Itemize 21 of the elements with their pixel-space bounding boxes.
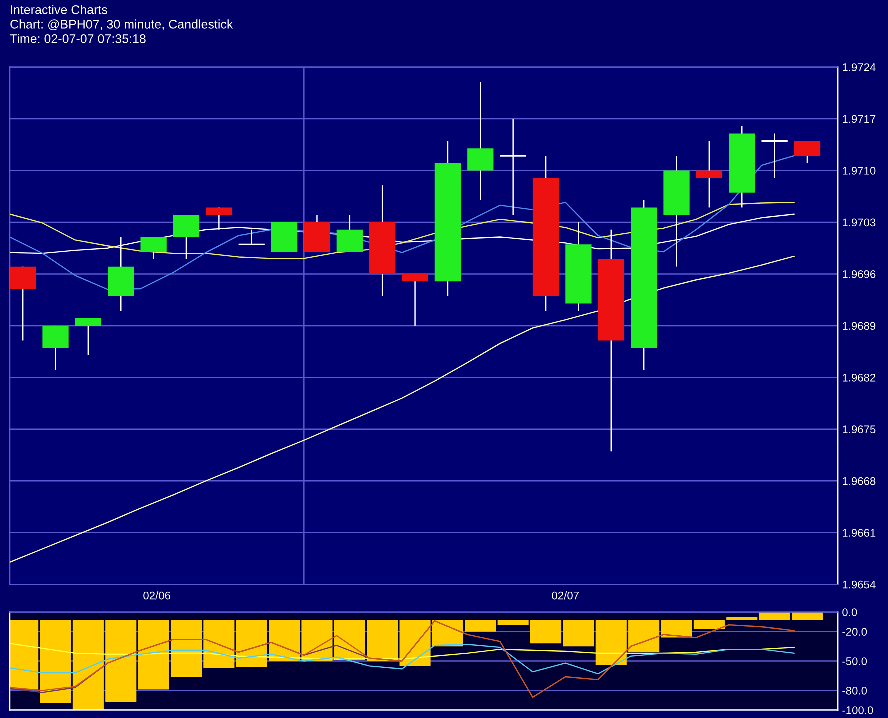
y-tick-label: 1.9661 (843, 529, 876, 538)
y-tick-label: 1.9703 (843, 218, 876, 227)
y-tick-label: 1.9675 (843, 426, 876, 434)
y-tick-label: 1.9696 (843, 270, 876, 278)
text: Time: 02-07-07 07:35:18 (10, 34, 146, 44)
y-tick-label: 1.9717 (843, 115, 876, 124)
y-tick-label: 0.0 (842, 608, 858, 616)
y-tick-label: 1.9682 (843, 374, 876, 382)
x-tick-label: 02/07 (552, 592, 579, 600)
y-tick-label: 1.9710 (843, 167, 876, 175)
chart-subtitle: Chart: @BPH07, 30 minute, Candlestick (10, 20, 234, 30)
y-tick-label: -100.0 (842, 706, 874, 714)
x-tick-label: 02/06 (144, 592, 170, 600)
y-tick-label: -50.0 (842, 658, 868, 666)
y-tick-label: 1.9668 (843, 477, 876, 486)
y-tick-label: 1.9689 (843, 322, 876, 330)
y-tick-label: 1.9654 (843, 580, 876, 589)
y-tick-label: -80.0 (842, 686, 868, 695)
y-tick-label: -20.0 (842, 628, 868, 636)
y-tick-label: 1.9724 (843, 64, 876, 72)
chart-title: Interactive Charts (11, 5, 108, 14)
